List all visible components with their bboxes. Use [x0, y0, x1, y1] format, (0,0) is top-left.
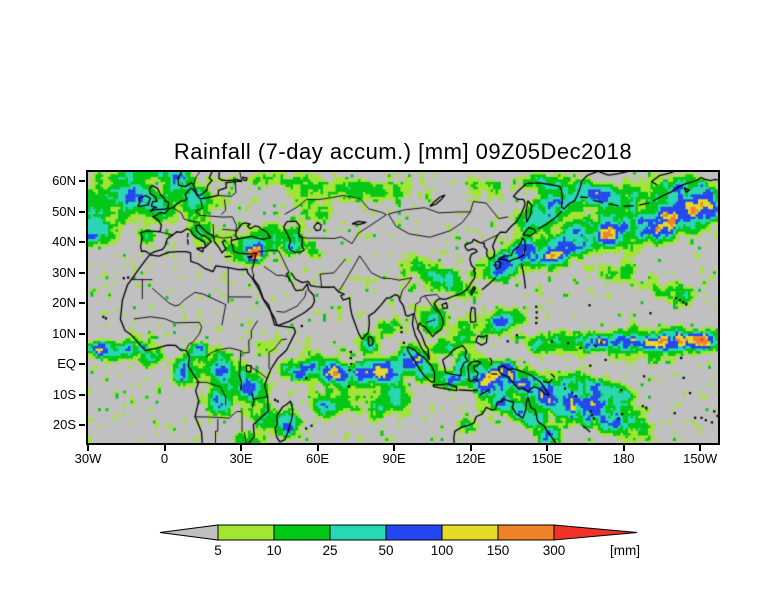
colorbar-band — [217, 524, 275, 541]
x-tick-label: 150W — [683, 451, 718, 466]
y-tick-label: 50N — [52, 203, 76, 219]
x-tick-label: 150E — [531, 451, 563, 466]
y-tick-label: EQ — [57, 356, 76, 372]
y-tick-mark — [79, 180, 85, 183]
x-tick-label: 30E — [229, 451, 253, 466]
y-tick-label: 30N — [52, 264, 76, 280]
colorbar-tick-label: 10 — [266, 543, 281, 558]
x-tick-mark — [699, 445, 702, 451]
colorbar-band — [441, 524, 499, 541]
colorbar-tick-label: 50 — [378, 543, 393, 558]
y-tick-label: 20N — [52, 295, 76, 311]
colorbar-over-arrow — [553, 524, 638, 541]
y-tick-label: 60N — [52, 173, 76, 189]
x-tick-mark — [316, 445, 319, 451]
colorbar-tick-label: 5 — [214, 543, 222, 558]
colorbar: 5 10 25 50 100 150 300 [mm] — [159, 524, 640, 558]
y-tick-mark — [79, 241, 85, 244]
x-tick-mark — [87, 445, 89, 451]
rainfall-map-canvas — [88, 172, 718, 443]
colorbar-tick-label: 25 — [322, 543, 337, 558]
y-tick-label: 20S — [52, 417, 76, 432]
y-tick-mark — [79, 210, 85, 213]
y-tick-mark — [79, 271, 85, 274]
x-tick-label: 30W — [74, 451, 102, 466]
x-tick-label: 180 — [612, 451, 635, 466]
y-tick-mark — [79, 363, 85, 366]
y-tick-label: 40N — [52, 234, 76, 250]
y-tick-label: 10S — [52, 386, 76, 402]
y-tick-mark — [79, 332, 85, 335]
x-tick-label: 0 — [160, 451, 169, 466]
x-tick-label: 60E — [305, 451, 330, 466]
colorbar-tick-label: 100 — [431, 543, 454, 558]
colorbar-band — [273, 524, 331, 541]
colorbar-tick-label: 150 — [487, 543, 510, 558]
colorbar-under-arrow — [159, 524, 219, 541]
colorbar-band — [385, 524, 443, 541]
y-tick-mark — [79, 424, 85, 426]
colorbar-tick-label: 300 — [543, 543, 566, 558]
y-tick-mark — [79, 302, 85, 305]
y-tick-label: 10N — [52, 325, 76, 341]
x-tick-label: 120E — [455, 451, 486, 466]
y-tick-mark — [79, 393, 85, 396]
colorbar-unit-label: [mm] — [610, 543, 640, 558]
x-tick-mark — [393, 445, 396, 451]
x-tick-label: 90E — [382, 451, 406, 466]
map-frame — [86, 170, 720, 445]
x-tick-mark — [240, 445, 243, 451]
plot-title: Rainfall (7-day accum.) [mm] 09Z05Dec201… — [173, 139, 633, 164]
x-tick-mark — [546, 445, 549, 451]
x-tick-mark — [163, 445, 166, 451]
colorbar-band — [329, 524, 387, 541]
x-tick-mark — [622, 445, 625, 451]
x-tick-mark — [469, 445, 472, 451]
colorbar-band — [497, 524, 555, 541]
